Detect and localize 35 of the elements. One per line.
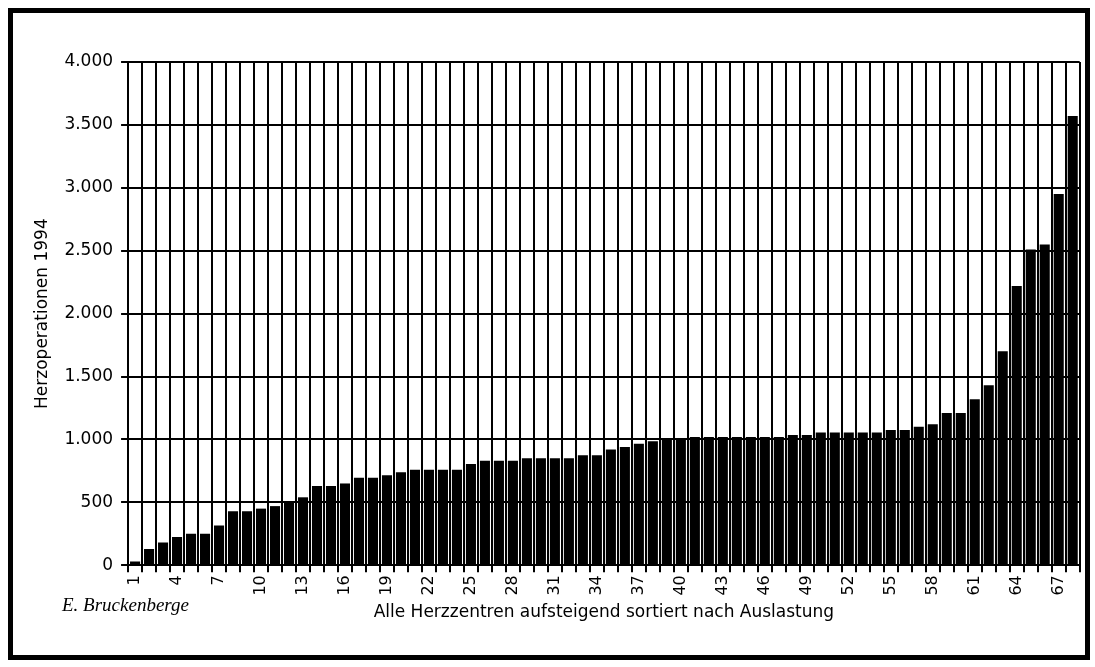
y-tick-label: 1.000 bbox=[64, 427, 114, 448]
x-tick-label: 16 bbox=[334, 575, 354, 596]
x-tick-label: 25 bbox=[460, 575, 480, 596]
x-axis-title: Alle Herzzentren aufsteigend sortiert nach Auslastung bbox=[373, 601, 835, 622]
x-tick-label: 1 bbox=[124, 575, 144, 586]
y-tick-label: 3.500 bbox=[64, 113, 114, 134]
x-tick-label: 7 bbox=[208, 575, 228, 586]
x-tick-label: 43 bbox=[712, 575, 731, 596]
y-tick-label: 0 bbox=[102, 553, 114, 574]
x-tick-label: 40 bbox=[670, 575, 690, 596]
x-tick-label: 49 bbox=[795, 575, 815, 596]
x-tick-label: 37 bbox=[628, 575, 648, 596]
x-tick-label: 4 bbox=[166, 575, 186, 586]
x-tick-label: 52 bbox=[837, 575, 857, 596]
x-tick-label: 58 bbox=[921, 575, 941, 596]
x-tick-label: 67 bbox=[1047, 575, 1067, 596]
y-tick-label: 3.000 bbox=[64, 176, 114, 197]
y-tick-label: 4.000 bbox=[64, 50, 114, 71]
x-tick-label: 31 bbox=[544, 575, 564, 596]
x-tick-label: 13 bbox=[292, 575, 312, 596]
x-tick-label: 64 bbox=[1005, 575, 1025, 596]
text: E. Bruckenberge bbox=[62, 594, 189, 616]
x-tick-label: 19 bbox=[376, 575, 396, 596]
x-tick-label: 28 bbox=[502, 575, 522, 596]
y-tick-label: 2.000 bbox=[64, 302, 114, 323]
y-tick-label: 2.500 bbox=[64, 239, 114, 260]
x-tick-label: 22 bbox=[418, 575, 438, 596]
x-tick-label: 34 bbox=[586, 575, 606, 596]
y-tick-label: 1.500 bbox=[64, 364, 114, 385]
x-tick-label: 10 bbox=[250, 575, 270, 596]
y-tick-label: 500 bbox=[80, 490, 114, 511]
x-tick-label: 55 bbox=[879, 575, 899, 596]
y-axis-title: Herzoperationen 1994 bbox=[30, 218, 51, 409]
x-tick-label: 46 bbox=[753, 575, 773, 596]
x-tick-label: 61 bbox=[963, 575, 983, 596]
